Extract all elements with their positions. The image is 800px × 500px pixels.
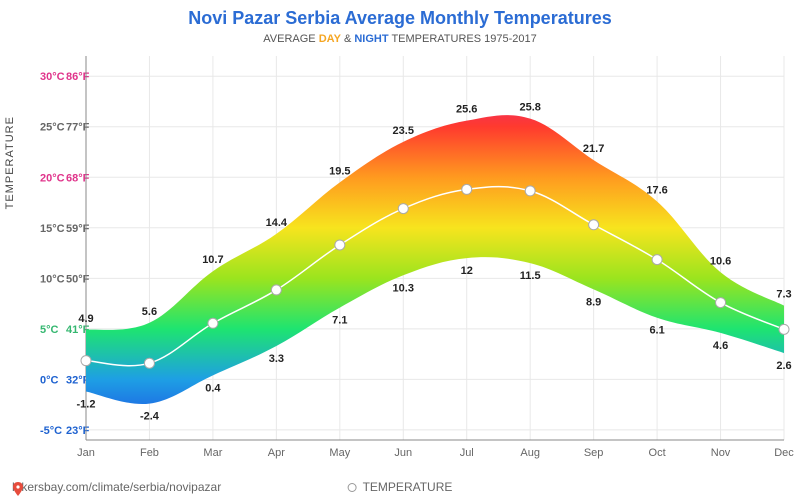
svg-text:30°C: 30°C: [40, 71, 65, 83]
avg-marker: [81, 356, 91, 366]
svg-text:May: May: [329, 447, 350, 459]
night-value: 11.5: [520, 270, 541, 282]
day-value: 17.6: [646, 185, 667, 197]
avg-marker: [335, 240, 345, 250]
svg-text:Aug: Aug: [520, 447, 540, 459]
avg-marker: [144, 358, 154, 368]
night-value: 3.3: [269, 353, 284, 365]
avg-marker: [525, 186, 535, 196]
night-value: -1.2: [77, 398, 96, 410]
avg-marker: [271, 285, 281, 295]
temperature-chart: -5°C23°F0°C32°F5°C41°F10°C50°F15°C59°F20…: [0, 0, 800, 500]
svg-text:Oct: Oct: [649, 447, 666, 459]
svg-text:Feb: Feb: [140, 447, 159, 459]
temp-range-area: [86, 115, 784, 404]
day-value: 4.9: [78, 313, 93, 325]
day-value: 25.6: [456, 104, 477, 116]
night-value: 12: [461, 265, 473, 277]
avg-marker: [779, 324, 789, 334]
day-value: 19.5: [329, 165, 350, 177]
svg-text:Apr: Apr: [268, 447, 285, 459]
avg-marker: [589, 220, 599, 230]
svg-text:5°C: 5°C: [40, 324, 59, 336]
svg-text:-5°C: -5°C: [40, 425, 62, 437]
day-value: 25.8: [519, 102, 540, 114]
svg-text:0°C: 0°C: [40, 374, 59, 386]
svg-text:20°C: 20°C: [40, 172, 65, 184]
legend: TEMPERATURE: [348, 480, 453, 494]
svg-text:Jan: Jan: [77, 447, 95, 459]
day-value: 10.7: [202, 254, 223, 266]
night-value: 0.4: [205, 382, 221, 394]
night-value: -2.4: [140, 411, 160, 423]
night-value: 6.1: [649, 325, 664, 337]
night-value: 2.6: [776, 360, 791, 372]
svg-text:10°C: 10°C: [40, 273, 65, 285]
svg-text:Jun: Jun: [394, 447, 412, 459]
day-value: 10.6: [710, 255, 731, 267]
night-value: 4.6: [713, 340, 728, 352]
svg-text:25°C: 25°C: [40, 122, 65, 134]
legend-marker-icon: [348, 483, 357, 492]
avg-marker: [462, 184, 472, 194]
svg-text:15°C: 15°C: [40, 223, 65, 235]
night-value: 8.9: [586, 296, 601, 308]
night-value: 7.1: [332, 315, 347, 327]
svg-text:Mar: Mar: [203, 447, 222, 459]
avg-marker: [208, 318, 218, 328]
svg-text:Jul: Jul: [460, 447, 474, 459]
day-value: 5.6: [142, 306, 157, 318]
map-pin-icon: [12, 482, 24, 496]
svg-text:Sep: Sep: [584, 447, 604, 459]
avg-marker: [716, 298, 726, 308]
day-value: 23.5: [393, 125, 414, 137]
svg-text:Dec: Dec: [774, 447, 794, 459]
svg-text:Nov: Nov: [711, 447, 731, 459]
source-url: hikersbay.com/climate/serbia/novipazar: [12, 480, 221, 494]
avg-marker: [398, 204, 408, 214]
day-value: 14.4: [266, 217, 288, 229]
day-value: 7.3: [776, 289, 791, 301]
night-value: 10.3: [393, 282, 414, 294]
day-value: 21.7: [583, 143, 604, 155]
avg-marker: [652, 255, 662, 265]
